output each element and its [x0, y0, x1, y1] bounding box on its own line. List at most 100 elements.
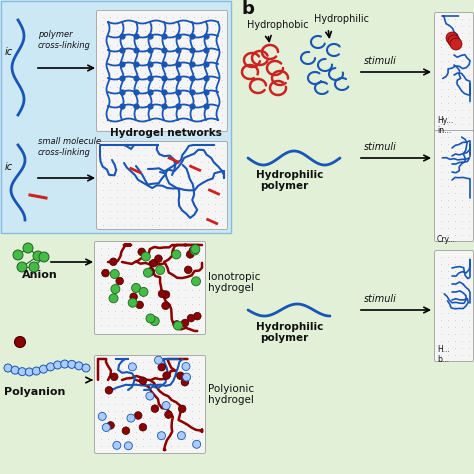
Circle shape	[46, 363, 55, 371]
Circle shape	[163, 372, 170, 379]
Circle shape	[146, 314, 155, 323]
Circle shape	[190, 246, 199, 255]
Circle shape	[192, 440, 201, 448]
Circle shape	[15, 337, 26, 347]
Circle shape	[144, 268, 153, 277]
Circle shape	[102, 423, 110, 431]
Circle shape	[189, 247, 197, 255]
Circle shape	[172, 250, 181, 259]
Circle shape	[155, 265, 164, 274]
Circle shape	[162, 302, 169, 310]
Text: Hydrophilic: Hydrophilic	[256, 170, 323, 180]
Circle shape	[122, 427, 130, 435]
Circle shape	[446, 32, 458, 44]
Circle shape	[177, 372, 184, 380]
Text: Hydrophilic: Hydrophilic	[314, 14, 369, 24]
Circle shape	[130, 293, 137, 301]
Text: Polyanion: Polyanion	[4, 387, 65, 397]
Circle shape	[182, 363, 190, 371]
Circle shape	[82, 364, 90, 372]
Circle shape	[450, 38, 462, 50]
Circle shape	[54, 361, 62, 369]
Circle shape	[178, 405, 186, 413]
Circle shape	[11, 366, 19, 374]
Text: H...
b...: H... b...	[437, 345, 450, 364]
Circle shape	[139, 423, 147, 431]
Circle shape	[136, 301, 144, 309]
Bar	[0, 234, 232, 474]
Circle shape	[187, 314, 195, 322]
FancyBboxPatch shape	[94, 356, 206, 454]
Circle shape	[181, 319, 189, 327]
Circle shape	[111, 284, 120, 293]
Circle shape	[124, 442, 132, 450]
Circle shape	[39, 365, 47, 373]
FancyBboxPatch shape	[435, 250, 474, 362]
FancyBboxPatch shape	[97, 10, 228, 131]
Circle shape	[177, 432, 185, 439]
Text: Hy...
in...: Hy... in...	[437, 116, 453, 135]
Circle shape	[155, 356, 163, 364]
Circle shape	[141, 252, 150, 261]
Text: Hydrogel networks: Hydrogel networks	[110, 128, 222, 138]
Circle shape	[191, 277, 201, 286]
Circle shape	[448, 35, 460, 47]
Circle shape	[162, 291, 170, 299]
Circle shape	[135, 412, 142, 419]
Text: polymer: polymer	[260, 181, 308, 191]
Circle shape	[23, 243, 33, 253]
Circle shape	[138, 248, 146, 255]
Circle shape	[164, 411, 172, 419]
Circle shape	[186, 251, 194, 258]
Circle shape	[127, 414, 135, 422]
Text: Cry...: Cry...	[437, 235, 456, 244]
Circle shape	[184, 266, 192, 273]
Circle shape	[182, 373, 191, 381]
Circle shape	[39, 252, 49, 262]
Circle shape	[13, 250, 23, 260]
Circle shape	[105, 386, 113, 394]
Circle shape	[150, 259, 157, 267]
Text: polymer
cross-linking: polymer cross-linking	[38, 30, 91, 50]
Text: hydrogel: hydrogel	[208, 395, 254, 405]
FancyBboxPatch shape	[97, 142, 228, 229]
Circle shape	[113, 441, 121, 449]
Text: Ionotropic: Ionotropic	[208, 272, 260, 282]
FancyBboxPatch shape	[435, 12, 474, 131]
Text: hydrogel: hydrogel	[208, 283, 254, 293]
Text: small molecule
cross-linking: small molecule cross-linking	[38, 137, 101, 157]
FancyBboxPatch shape	[435, 130, 474, 241]
Circle shape	[32, 367, 40, 375]
Circle shape	[139, 287, 148, 296]
Circle shape	[128, 363, 137, 371]
Text: Polyionic: Polyionic	[208, 384, 254, 394]
Text: Hydrophobic: Hydrophobic	[247, 20, 309, 30]
Circle shape	[173, 321, 182, 330]
Circle shape	[157, 432, 165, 440]
Circle shape	[139, 377, 147, 384]
Circle shape	[18, 368, 26, 375]
Circle shape	[150, 317, 159, 326]
Circle shape	[158, 364, 165, 371]
Circle shape	[107, 421, 114, 429]
Circle shape	[151, 405, 159, 412]
Circle shape	[4, 364, 12, 372]
Circle shape	[158, 290, 166, 298]
Circle shape	[68, 360, 76, 368]
Circle shape	[61, 360, 69, 368]
Text: b: b	[242, 0, 255, 18]
Text: Anion: Anion	[22, 270, 58, 280]
Text: polymer: polymer	[260, 333, 308, 343]
Circle shape	[75, 362, 83, 370]
Circle shape	[173, 320, 181, 328]
Circle shape	[146, 392, 154, 400]
Circle shape	[155, 255, 162, 263]
Bar	[0, 0, 232, 234]
Text: ic: ic	[5, 47, 13, 57]
Circle shape	[162, 401, 170, 410]
Circle shape	[147, 267, 155, 275]
Circle shape	[191, 245, 200, 254]
Circle shape	[25, 368, 33, 376]
Circle shape	[116, 277, 124, 285]
Text: stimuli: stimuli	[364, 56, 397, 66]
